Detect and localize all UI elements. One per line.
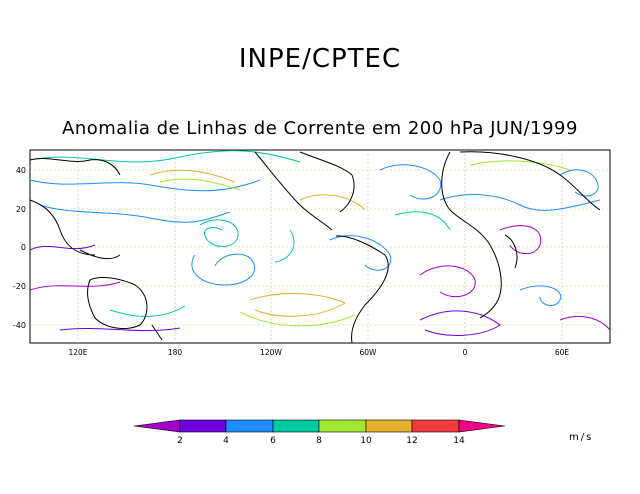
legend-swatch (411, 419, 460, 433)
lon-label: 60E (555, 348, 570, 357)
color-legend (133, 419, 506, 433)
lon-label: 180 (168, 348, 183, 357)
graticule (30, 150, 610, 343)
lat-label: -20 (13, 282, 26, 291)
legend-low-arrow (133, 419, 181, 433)
legend-swatch (365, 419, 413, 433)
legend-tick: 10 (360, 436, 372, 446)
legend-high-arrow (458, 419, 506, 433)
legend-tick: 14 (453, 436, 465, 446)
map-title: Anomalia de Linhas de Corrente em 200 hP… (62, 118, 578, 139)
legend-swatch (225, 419, 274, 433)
lon-label: 60W (360, 348, 378, 357)
legend-swatch (318, 419, 367, 433)
legend-tick: 6 (270, 436, 276, 446)
lat-label: -40 (13, 321, 26, 330)
map-frame (29, 149, 611, 344)
lat-label: 40 (16, 166, 26, 175)
legend-units: m/s (569, 432, 594, 443)
streamlines (29, 150, 611, 336)
legend-swatch (179, 419, 227, 433)
lon-label: 120W (260, 348, 282, 357)
lat-labels: 40 20 0 -20 -40 (13, 166, 26, 330)
lat-label: 20 (16, 205, 26, 214)
legend-tick: 8 (316, 436, 322, 446)
legend-ticks: 2 4 6 8 10 12 14 (177, 436, 465, 446)
lon-label: 120E (68, 348, 87, 357)
org-title: INPE/CPTEC (238, 44, 402, 74)
lat-label: 0 (21, 243, 26, 252)
lon-label: 0 (463, 348, 468, 357)
legend-swatch (272, 419, 320, 433)
continents (29, 151, 601, 344)
legend-tick: 12 (406, 436, 417, 446)
legend-tick: 2 (177, 436, 183, 446)
legend-tick: 4 (223, 436, 229, 446)
lon-labels: 120E 180 120W 60W 0 60E (68, 348, 569, 357)
